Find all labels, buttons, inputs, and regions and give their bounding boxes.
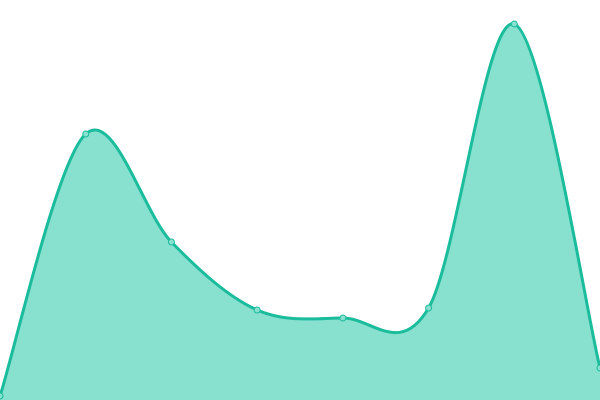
data-point [510,20,518,28]
data-point [167,238,175,246]
data-points [0,20,600,400]
data-point [596,364,600,372]
data-point [0,392,4,400]
data-point [253,306,261,314]
data-point [339,314,347,322]
area-fill [0,23,600,400]
data-point [82,130,90,138]
data-point [425,304,433,312]
